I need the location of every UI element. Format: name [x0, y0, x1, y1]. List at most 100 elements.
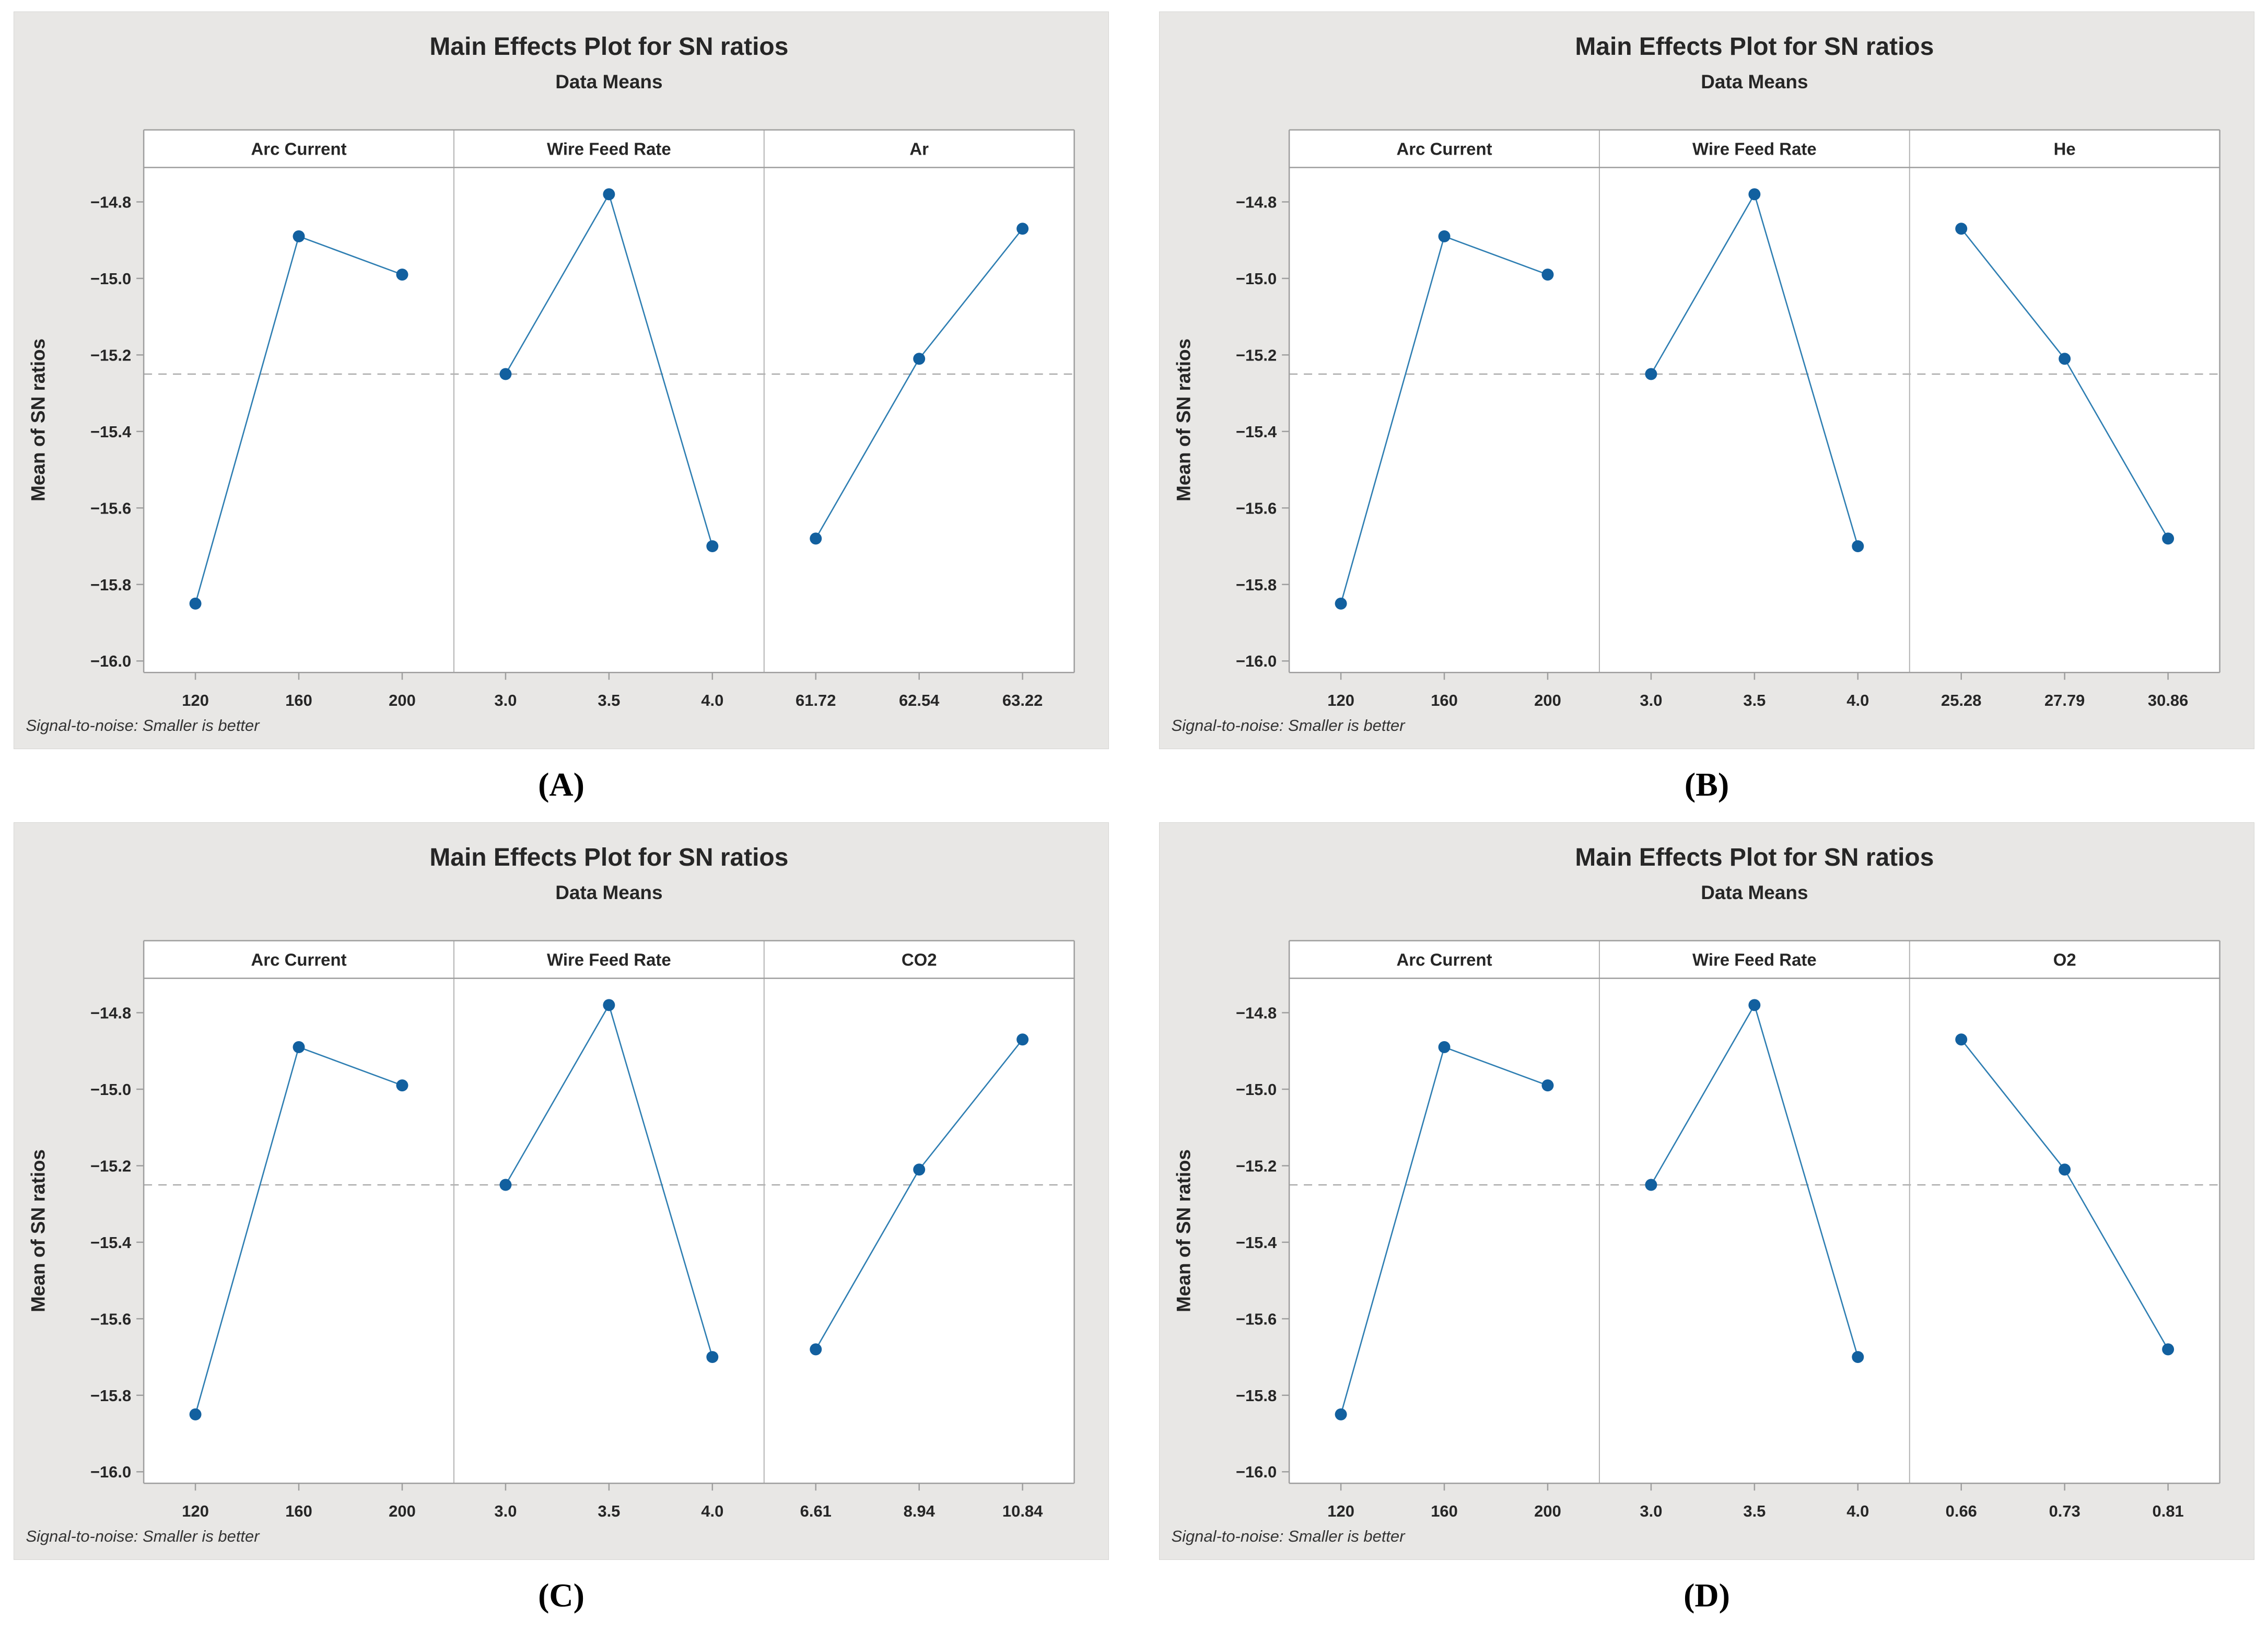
x-tick-label: 4.0 [701, 691, 723, 709]
x-tick-label: 200 [389, 1502, 416, 1520]
data-point [706, 540, 719, 553]
plot-cell-c: Main Effects Plot for SN ratios Data Mean… [14, 822, 1109, 1631]
data-point [2162, 532, 2175, 545]
plot-d-caption: (D) [1684, 1577, 1730, 1614]
figure-row-bottom: Main Effects Plot for SN ratios Data Mean… [14, 822, 2254, 1631]
x-tick-label: 3.0 [494, 691, 517, 709]
data-point [1645, 1179, 1657, 1191]
y-tick-label: −15.8 [1236, 1387, 1277, 1405]
data-point [293, 1041, 305, 1053]
main-effects-chart-c: Main Effects Plot for SN ratios Data Mean… [14, 823, 1108, 1559]
x-tick-label: 160 [1431, 1502, 1458, 1520]
chart-footnote: Signal-to-noise: Smaller is better [1171, 716, 1406, 735]
chart-title: Main Effects Plot for SN ratios [1575, 844, 1934, 871]
panel-header-label: Wire Feed Rate [1692, 950, 1817, 970]
y-tick-label: −14.8 [90, 193, 131, 211]
x-tick-label: 3.5 [1743, 691, 1766, 709]
data-point [1541, 1079, 1554, 1092]
x-tick-label: 3.0 [1640, 691, 1662, 709]
data-point [2059, 353, 2071, 365]
data-point [706, 1351, 719, 1364]
panel-header-label: He [2054, 139, 2076, 159]
plot-cell-a: Main Effects Plot for SN ratios Data Mean… [14, 11, 1109, 820]
data-point [189, 1408, 202, 1420]
x-tick-label: 200 [389, 691, 416, 709]
data-point [293, 230, 305, 242]
y-axis-label: Mean of SN ratios [1173, 1149, 1194, 1312]
chart-subtitle: Data Means [555, 882, 662, 903]
x-tick-label: 0.73 [2049, 1502, 2080, 1520]
y-tick-label: −15.6 [90, 1310, 131, 1328]
plot-a: Main Effects Plot for SN ratios Data Mean… [14, 11, 1109, 749]
data-point [1748, 188, 1761, 201]
panel-header-label: Wire Feed Rate [1692, 139, 1817, 159]
data-point [2162, 1343, 2175, 1356]
data-point [913, 1163, 926, 1176]
chart-subtitle: Data Means [1701, 71, 1808, 92]
data-point [1016, 223, 1029, 235]
panel-header-label: Arc Current [1397, 139, 1492, 159]
y-tick-label: −15.6 [1236, 499, 1277, 517]
plot-cell-d: Main Effects Plot for SN ratios Data Mean… [1159, 822, 2254, 1631]
y-tick-label: −15.4 [1236, 1233, 1277, 1252]
y-tick-label: −15.0 [90, 270, 131, 288]
x-tick-label: 3.0 [1640, 1502, 1662, 1520]
plot-area [144, 130, 1074, 673]
x-tick-label: 120 [182, 691, 209, 709]
x-tick-label: 160 [1431, 691, 1458, 709]
y-tick-label: −15.8 [1236, 576, 1277, 594]
x-tick-label: 200 [1534, 1502, 1561, 1520]
y-tick-label: −15.6 [90, 499, 131, 517]
main-effects-chart-a: Main Effects Plot for SN ratios Data Mean… [14, 12, 1108, 749]
data-point [913, 353, 926, 365]
x-tick-label: 160 [285, 691, 312, 709]
data-point [603, 188, 615, 201]
x-tick-label: 0.66 [1946, 1502, 1977, 1520]
plot-area [1289, 130, 2220, 673]
chart-footnote: Signal-to-noise: Smaller is better [26, 716, 260, 735]
plot-b: Main Effects Plot for SN ratios Data Mean… [1159, 11, 2254, 749]
y-tick-label: −15.2 [1236, 1157, 1277, 1175]
data-point [1748, 999, 1761, 1011]
y-tick-label: −15.6 [1236, 1310, 1277, 1328]
data-point [1438, 1041, 1451, 1053]
x-tick-label: 4.0 [1846, 691, 1869, 709]
y-tick-label: −15.2 [1236, 346, 1277, 364]
y-tick-label: −15.0 [90, 1080, 131, 1099]
x-tick-label: 160 [285, 1502, 312, 1520]
main-effects-chart-b: Main Effects Plot for SN ratios Data Mean… [1160, 12, 2254, 749]
chart-title: Main Effects Plot for SN ratios [429, 844, 788, 871]
panel-header-label: Ar [909, 139, 929, 159]
data-point [396, 1079, 408, 1092]
figure-row-top: Main Effects Plot for SN ratios Data Mean… [14, 11, 2254, 820]
x-tick-label: 3.5 [598, 1502, 620, 1520]
y-tick-label: −15.2 [90, 346, 131, 364]
x-tick-label: 4.0 [701, 1502, 723, 1520]
main-effects-chart-d: Main Effects Plot for SN ratios Data Mean… [1160, 823, 2254, 1559]
y-axis-label: Mean of SN ratios [27, 1149, 49, 1312]
data-point [1541, 269, 1554, 281]
data-point [810, 532, 822, 545]
data-point [1955, 1033, 1968, 1046]
chart-footnote: Signal-to-noise: Smaller is better [1171, 1527, 1406, 1545]
x-tick-label: 120 [1327, 691, 1354, 709]
data-point [1852, 540, 1864, 553]
panel-header-label: Wire Feed Rate [547, 950, 671, 970]
x-tick-label: 3.5 [1743, 1502, 1766, 1520]
data-point [603, 999, 615, 1011]
x-tick-label: 27.79 [2044, 691, 2085, 709]
y-tick-label: −14.8 [1236, 1004, 1277, 1022]
y-tick-label: −15.4 [90, 423, 132, 441]
y-tick-label: −15.4 [1236, 423, 1277, 441]
x-tick-label: 200 [1534, 691, 1561, 709]
x-tick-label: 3.0 [494, 1502, 517, 1520]
panel-header-label: Arc Current [251, 950, 347, 970]
y-axis-label: Mean of SN ratios [27, 339, 49, 502]
x-tick-label: 62.54 [899, 691, 940, 709]
data-point [1335, 597, 1347, 610]
plot-d: Main Effects Plot for SN ratios Data Mean… [1159, 822, 2254, 1560]
plot-cell-b: Main Effects Plot for SN ratios Data Mean… [1159, 11, 2254, 820]
plot-area [144, 940, 1074, 1484]
x-tick-label: 120 [182, 1502, 209, 1520]
